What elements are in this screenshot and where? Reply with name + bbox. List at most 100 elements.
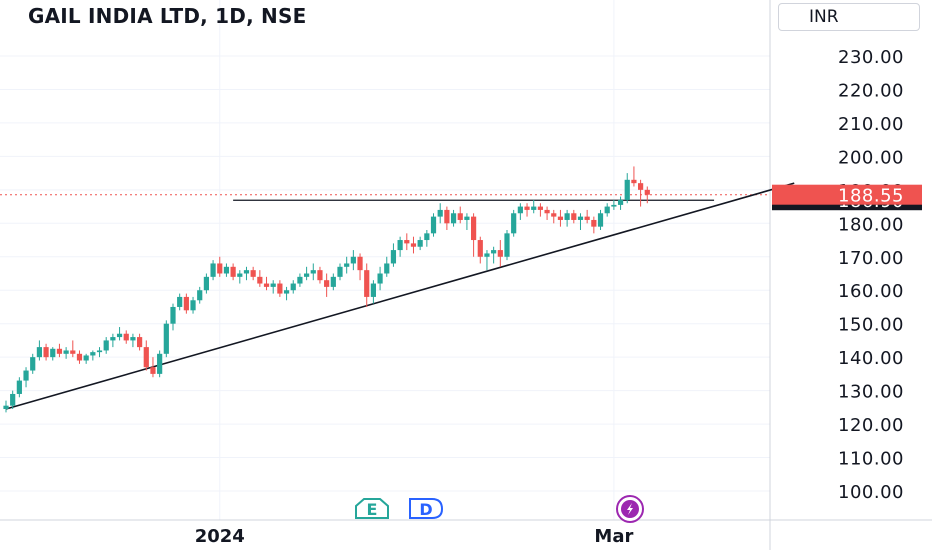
candle-body (390, 250, 397, 264)
candle-body (317, 270, 323, 281)
y-tick-label: 100.00 (838, 482, 904, 503)
candle-body (430, 216, 437, 234)
candle-body (424, 233, 430, 241)
y-tick-label: 210.00 (838, 114, 904, 135)
candle-body (344, 263, 350, 267)
candle-body (584, 216, 590, 220)
last-price-label: 188.55 (838, 186, 904, 207)
candle-body (183, 296, 189, 311)
y-tick-label: 120.00 (838, 415, 904, 436)
candle-body (203, 276, 209, 291)
candle-body (410, 243, 417, 247)
candle-body (237, 273, 243, 277)
candle-body (123, 333, 129, 341)
candle-body (43, 347, 49, 358)
candle-body (571, 213, 577, 220)
candle-body (10, 393, 16, 406)
lightning-bolt (627, 503, 633, 515)
candle-body (457, 213, 463, 220)
candle-body (56, 348, 63, 354)
candle-body (464, 216, 470, 220)
candle-body (350, 256, 356, 264)
candle-body (143, 347, 149, 368)
x-tick-label: Mar (594, 526, 633, 547)
y-tick-label: 200.00 (838, 147, 904, 168)
candle-body (290, 283, 296, 291)
candle-body (638, 183, 644, 190)
candle-body (524, 206, 530, 210)
candle-body (417, 240, 423, 247)
y-tick-label: 230.00 (838, 47, 904, 68)
candle-body (471, 216, 477, 241)
candle-body (504, 233, 510, 257)
candle-body (297, 276, 303, 284)
event-badge-label: E (367, 500, 378, 519)
y-tick-label: 140.00 (838, 348, 904, 369)
candle-body (177, 296, 183, 307)
candle-body (310, 270, 316, 274)
candle-body (76, 353, 83, 361)
candle-body (210, 263, 216, 277)
candle-body (377, 273, 383, 284)
candle-body (631, 179, 637, 184)
currency-selector[interactable]: INR (778, 3, 920, 31)
grid-lines (0, 0, 770, 520)
candle-body (230, 266, 236, 277)
y-tick-label: 180.00 (838, 214, 904, 235)
y-tick-label: 150.00 (838, 315, 904, 336)
candles (3, 166, 650, 413)
candle-body (337, 266, 343, 277)
candle-body (611, 204, 617, 207)
candle-body (257, 276, 263, 284)
y-tick-label: 160.00 (838, 281, 904, 302)
candle-body (444, 209, 450, 224)
lightning-icon[interactable] (616, 495, 644, 523)
candle-body (537, 206, 543, 210)
last-price-label-bg (772, 184, 922, 205)
candle-body (644, 189, 650, 195)
candle-body (404, 240, 410, 244)
y-tick-label: 170.00 (838, 248, 904, 269)
candle-body (544, 209, 550, 214)
dividend-badge-shape (409, 498, 444, 519)
candle-body (564, 213, 570, 220)
candle-body (243, 270, 250, 274)
candle-body (484, 253, 490, 257)
candle-body (83, 355, 89, 361)
candle-body (324, 280, 330, 287)
candle-body (450, 213, 457, 224)
candle-body (70, 350, 76, 354)
y-tick-label: 110.00 (838, 449, 904, 470)
candle-body (517, 206, 523, 214)
candle-body (551, 213, 557, 217)
candle-body (223, 266, 230, 274)
candle-body (163, 323, 169, 354)
candle-body (63, 350, 69, 354)
candle-body (357, 256, 363, 271)
candle-body (330, 276, 336, 287)
candle-body (617, 199, 624, 205)
candle-body (190, 300, 196, 311)
earnings-badge-shape (355, 498, 389, 519)
candle-body (304, 273, 310, 277)
candle-body (90, 352, 96, 356)
earnings-icon[interactable]: E (355, 498, 389, 519)
candle-body (384, 263, 390, 274)
candle-body (531, 206, 537, 210)
candle-body (157, 353, 163, 374)
candle-body (597, 213, 604, 227)
candle-body (23, 370, 29, 381)
candle-body (3, 405, 9, 410)
y-tick-label: 130.00 (838, 382, 904, 403)
candle-body (50, 348, 56, 358)
candle-body (137, 337, 143, 348)
candle-body (170, 306, 176, 324)
dividend-icon[interactable]: D (409, 498, 444, 519)
candle-body (577, 216, 584, 220)
candle-body (277, 283, 283, 294)
candle-body (397, 240, 403, 251)
chart-title: GAIL INDIA LTD, 1D, NSE (28, 4, 307, 28)
trendline (5, 182, 795, 410)
candle-body (16, 380, 22, 394)
